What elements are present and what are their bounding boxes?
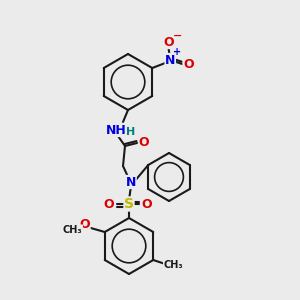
- Text: O: O: [104, 197, 114, 211]
- Text: NH: NH: [106, 124, 126, 136]
- Text: O: O: [80, 218, 90, 232]
- Text: −: −: [173, 31, 183, 41]
- Text: N: N: [126, 176, 136, 188]
- Text: +: +: [173, 47, 182, 57]
- Text: O: O: [163, 35, 174, 49]
- Text: N: N: [165, 53, 175, 67]
- Text: O: O: [183, 58, 194, 71]
- Text: H: H: [126, 127, 135, 137]
- Text: S: S: [124, 197, 134, 211]
- Text: CH₃: CH₃: [164, 260, 183, 270]
- Text: O: O: [142, 197, 152, 211]
- Text: CH₃: CH₃: [63, 225, 83, 235]
- Text: O: O: [139, 136, 149, 148]
